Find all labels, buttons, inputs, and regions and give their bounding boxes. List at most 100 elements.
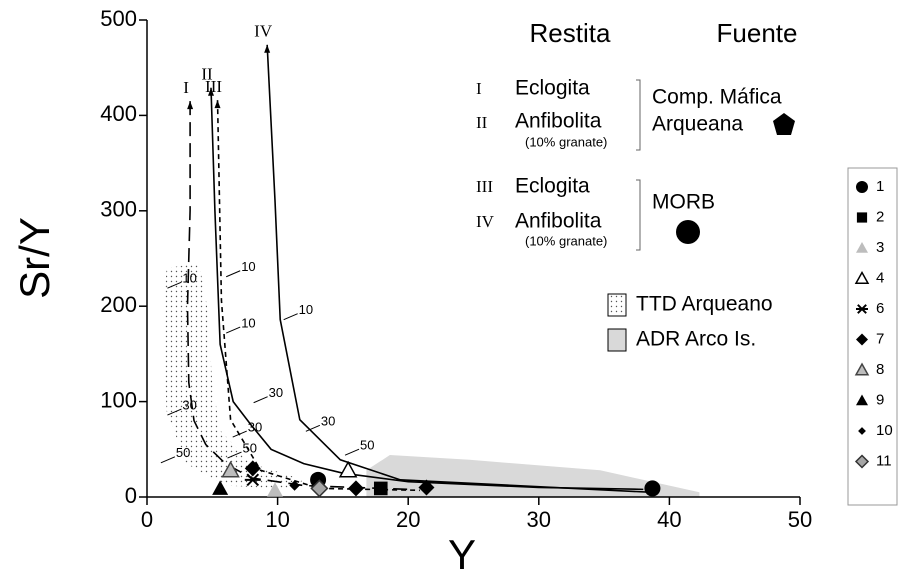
y-axis-label: Sr/Y bbox=[11, 217, 58, 299]
point bbox=[266, 482, 283, 497]
curve-tick-label: 10 bbox=[299, 302, 313, 317]
legend-label: 8 bbox=[876, 361, 884, 378]
region-legend-label: TTD Arqueano bbox=[636, 293, 773, 316]
curve-tick-label: 30 bbox=[321, 414, 335, 429]
curve bbox=[210, 87, 644, 491]
curve-tick bbox=[160, 456, 176, 464]
curve-label: II bbox=[201, 65, 213, 84]
region bbox=[366, 455, 700, 497]
curve-label: I bbox=[183, 78, 189, 97]
curve bbox=[186, 101, 409, 491]
point bbox=[310, 479, 329, 498]
curve-arrow bbox=[214, 100, 221, 109]
point bbox=[373, 481, 388, 496]
legend-label: 2 bbox=[876, 208, 884, 225]
source-label: Anfibolita bbox=[515, 210, 602, 233]
source-label: Eclogita bbox=[515, 175, 590, 198]
point bbox=[347, 480, 364, 497]
legend-symbol bbox=[858, 427, 866, 435]
legend-label: 7 bbox=[876, 330, 884, 347]
curve-tick-label: 30 bbox=[248, 419, 262, 434]
source-roman: III bbox=[476, 177, 493, 196]
point bbox=[289, 480, 300, 491]
bracket bbox=[636, 79, 641, 151]
legend-symbol bbox=[856, 304, 868, 314]
x-tick-label: 0 bbox=[141, 507, 153, 532]
source-group: Arqueana bbox=[652, 113, 743, 136]
region-swatch bbox=[607, 328, 627, 352]
curve-tick-label: 10 bbox=[182, 271, 196, 286]
x-axis-label: Y bbox=[448, 531, 476, 578]
curve-tick bbox=[232, 430, 247, 438]
curve-tick-label: 50 bbox=[176, 445, 190, 460]
legend-label: 9 bbox=[876, 391, 884, 408]
legend-label: 4 bbox=[876, 269, 884, 286]
curve-tick-label: 30 bbox=[269, 385, 283, 400]
legend-symbol bbox=[856, 242, 868, 253]
legend-symbol bbox=[854, 270, 870, 285]
x-tick-label: 30 bbox=[527, 507, 551, 532]
source-label: Eclogita bbox=[515, 77, 590, 100]
y-tick-label: 300 bbox=[100, 197, 137, 222]
point bbox=[221, 460, 240, 478]
pentagon-symbol bbox=[773, 113, 795, 135]
y-tick-label: 400 bbox=[100, 101, 137, 126]
legend-symbol bbox=[856, 333, 868, 346]
curve bbox=[266, 44, 650, 494]
curve-tick bbox=[167, 281, 182, 289]
point bbox=[418, 479, 435, 496]
region-swatch bbox=[607, 293, 627, 317]
source-roman: I bbox=[476, 79, 482, 98]
curve-tick bbox=[167, 408, 182, 416]
curve-tick-label: 10 bbox=[241, 315, 255, 330]
source-note: (10% granate) bbox=[525, 134, 607, 149]
legend-box bbox=[847, 167, 898, 506]
source-roman: II bbox=[476, 113, 488, 132]
legend-symbol bbox=[856, 181, 868, 193]
curve-tick bbox=[344, 448, 360, 456]
x-tick-label: 10 bbox=[265, 507, 289, 532]
legend-label: 3 bbox=[876, 239, 884, 256]
x-tick-label: 20 bbox=[396, 507, 420, 532]
curve-tick bbox=[225, 270, 241, 278]
source-roman: IV bbox=[476, 212, 495, 231]
source-group: Comp. Máfica bbox=[652, 86, 782, 109]
bracket bbox=[636, 179, 641, 251]
curve-tick bbox=[305, 424, 321, 432]
y-tick-label: 0 bbox=[125, 483, 137, 508]
legend-label: 6 bbox=[876, 300, 884, 317]
legend-symbol bbox=[856, 394, 868, 406]
legend-label: 11 bbox=[876, 452, 892, 469]
curve-label: III bbox=[205, 77, 222, 96]
legend-label: 1 bbox=[876, 178, 884, 195]
curve-tick-label: 10 bbox=[241, 259, 255, 274]
point bbox=[244, 460, 261, 477]
source-group: MORB bbox=[652, 191, 715, 214]
region bbox=[162, 263, 304, 490]
y-tick-label: 200 bbox=[100, 292, 137, 317]
source-note: (10% granate) bbox=[525, 233, 607, 248]
point bbox=[244, 473, 261, 487]
y-tick-label: 500 bbox=[100, 6, 137, 31]
curve-tick-label: 50 bbox=[360, 438, 374, 453]
curve bbox=[216, 100, 420, 492]
curve-arrow bbox=[264, 44, 271, 53]
y-tick-label: 100 bbox=[100, 387, 137, 412]
curve-label: IV bbox=[254, 22, 273, 41]
legend-symbol bbox=[856, 212, 868, 223]
curve-tick bbox=[225, 326, 241, 334]
curve-tick bbox=[253, 396, 268, 404]
region-legend-label: ADR Arco Is. bbox=[636, 328, 756, 351]
source-label: Anfibolita bbox=[515, 110, 602, 133]
curve-tick-label: 50 bbox=[243, 440, 257, 455]
header-fuente: Fuente bbox=[717, 18, 798, 48]
curve-arrow bbox=[207, 87, 214, 96]
point bbox=[644, 480, 661, 497]
curve-arrow bbox=[187, 101, 194, 110]
x-tick-label: 40 bbox=[657, 507, 681, 532]
curve-tick bbox=[227, 451, 242, 459]
legend-label: 10 bbox=[876, 422, 893, 439]
x-tick-label: 50 bbox=[788, 507, 812, 532]
legend-symbol bbox=[854, 362, 870, 376]
